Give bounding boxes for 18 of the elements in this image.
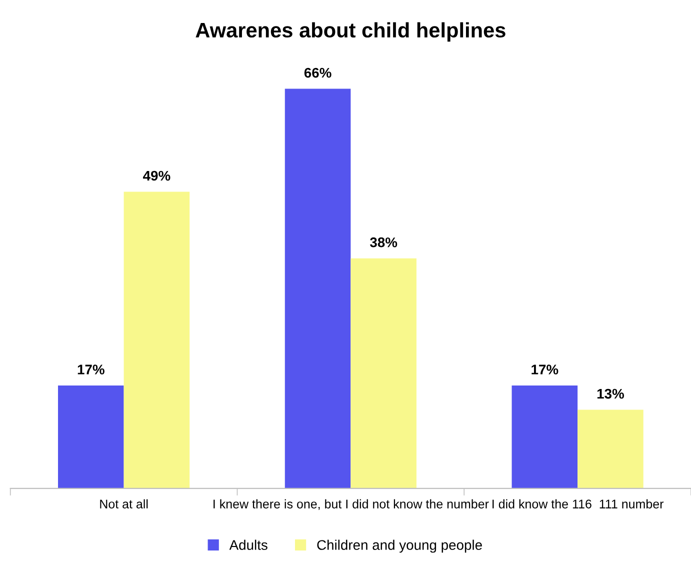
x-tick-label: I knew there is one, but I did not know the number: [214, 499, 489, 510]
bar: [578, 410, 644, 488]
bar: [124, 192, 190, 488]
bar: [284, 88, 351, 488]
data-label: 38%: [370, 237, 398, 248]
data-label: 66%: [304, 68, 332, 78]
data-label: 17%: [532, 364, 558, 374]
x-tick-label: I did know the 116 111 number: [492, 499, 664, 508]
bar: [58, 386, 124, 488]
data-label: 13%: [597, 388, 624, 399]
legend-label: Children and young people: [317, 540, 482, 553]
legend-label: Adults: [229, 540, 268, 550]
x-tick-label: Not at all: [100, 499, 148, 508]
chart-title: Awarenes about child helplines: [196, 22, 506, 42]
data-label: 17%: [78, 364, 104, 374]
data-label: 49%: [143, 170, 170, 181]
bar: [512, 386, 578, 488]
bar: [350, 258, 416, 488]
